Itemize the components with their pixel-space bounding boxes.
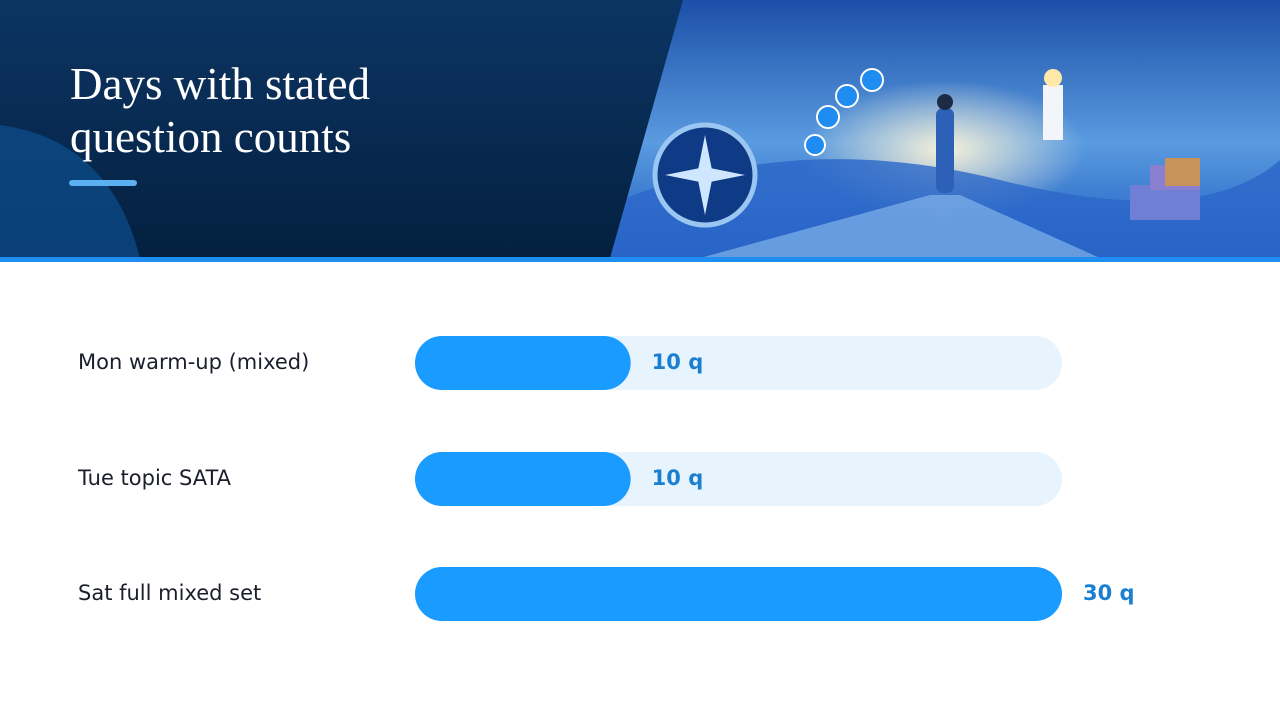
category-label: Tue topic SATA (77, 466, 232, 490)
checkmarks (804, 68, 884, 156)
title-underline (69, 180, 137, 186)
bar (415, 567, 1062, 621)
lighthouse (1043, 85, 1063, 140)
value-label: 10 q (652, 466, 704, 490)
value-label: 10 q (652, 350, 704, 374)
bar (415, 452, 631, 506)
lighthouse-light (1044, 69, 1062, 87)
blocks (1130, 158, 1200, 220)
value-label: 30 q (1083, 581, 1135, 605)
title-panel (0, 0, 683, 258)
panel-accent (0, 125, 140, 258)
compass-star (665, 135, 745, 215)
person (936, 108, 954, 193)
header-divider (0, 257, 1280, 262)
chart-title: Days with stated question counts (70, 59, 370, 162)
path (700, 195, 1100, 258)
category-label: Mon warm-up (mixed) (78, 350, 309, 374)
bar (415, 336, 631, 390)
category-label: Sat full mixed set (78, 581, 261, 605)
person-head (937, 94, 953, 110)
